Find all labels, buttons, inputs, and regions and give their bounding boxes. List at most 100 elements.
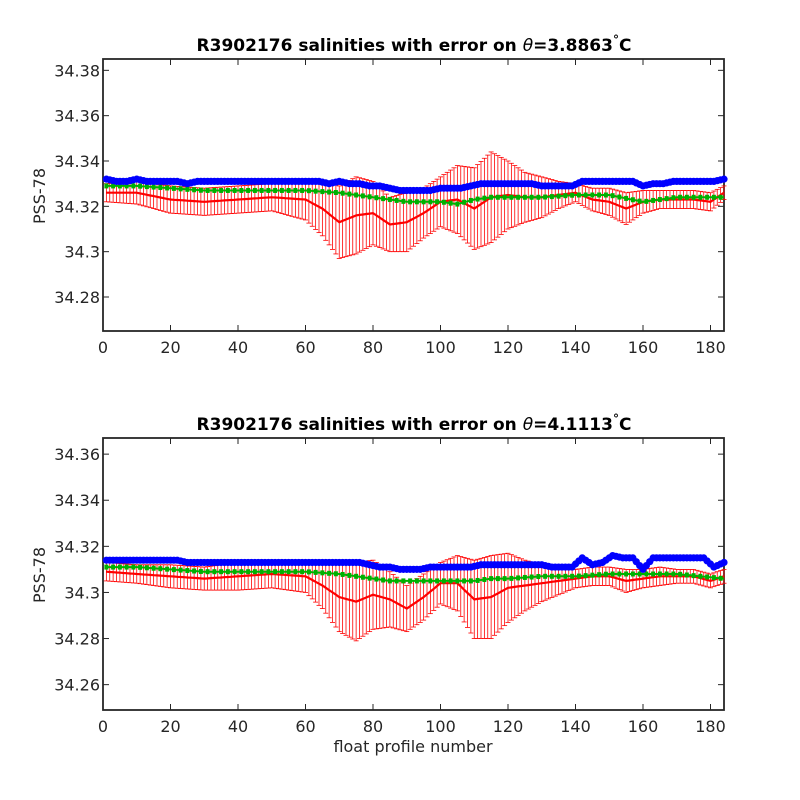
y-tick-label: 34.34 (54, 152, 100, 171)
y-tick-label: 34.38 (54, 61, 100, 80)
series-green-marker (246, 187, 251, 193)
x-tick-label: 120 (493, 338, 524, 357)
series-green-marker (138, 183, 143, 189)
series-green-marker (219, 569, 224, 575)
series-green-marker (104, 564, 109, 570)
series-green-marker (124, 183, 129, 189)
series-green-marker (664, 571, 669, 577)
series-green-marker (394, 197, 399, 203)
series-green-marker (320, 189, 325, 195)
y-tick-label: 34.3 (64, 583, 100, 602)
series-green-marker (556, 193, 561, 199)
x-tick-label: 100 (425, 717, 456, 736)
series-green (104, 564, 725, 584)
series-green-marker (340, 190, 345, 196)
series-green-marker (718, 194, 723, 200)
x-tick-label: 160 (628, 338, 659, 357)
series-green-marker (495, 576, 500, 582)
series-green-marker (698, 194, 703, 200)
series-green-marker (333, 190, 338, 196)
series-green-marker (617, 571, 622, 577)
series-green-marker (502, 194, 507, 200)
series-blue (102, 551, 728, 573)
series-green-marker (273, 187, 278, 193)
series-green-marker (367, 575, 372, 581)
series-green-marker (313, 188, 318, 194)
series-green-marker (401, 578, 406, 584)
series-green-marker (468, 578, 473, 584)
series-green-marker (462, 199, 467, 205)
series-green-marker (144, 184, 149, 190)
series-green-marker (610, 193, 615, 199)
series-green-marker (117, 564, 122, 570)
series-green-marker (165, 185, 170, 191)
series-green-marker (185, 186, 190, 192)
y-tick-label: 34.28 (54, 630, 100, 649)
series-green-marker (360, 193, 365, 199)
series-green-marker (590, 192, 595, 198)
series-green-marker (543, 573, 548, 579)
x-tick-label: 0 (98, 338, 108, 357)
series-green-marker (401, 198, 406, 204)
y-tick-label: 34.36 (54, 445, 100, 464)
series-green-marker (327, 570, 332, 576)
chart-title-bottom: R3902176 salinities with error on θ=4.11… (197, 412, 632, 435)
series-green-marker (522, 574, 527, 580)
series-green-marker (300, 187, 305, 193)
x-tick-label: 80 (363, 338, 383, 357)
series-green-marker (293, 569, 298, 575)
series-green-marker (239, 569, 244, 575)
series-green-marker (273, 569, 278, 575)
series-green-marker (644, 571, 649, 577)
series-green-marker (414, 578, 419, 584)
x-tick-label: 100 (425, 338, 456, 357)
series-green-marker (347, 191, 352, 197)
series-green-marker (144, 565, 149, 571)
chart-panel-bottom: R3902176 salinities with error on θ=4.11… (30, 412, 728, 736)
series-green-marker (597, 572, 602, 578)
series-green-marker (705, 194, 710, 200)
x-tick-label: 120 (493, 717, 524, 736)
series-green-marker (570, 573, 575, 579)
series-green-marker (367, 194, 372, 200)
series-green-marker (225, 569, 230, 575)
series-green-marker (428, 578, 433, 584)
series-green-marker (198, 187, 203, 193)
series-green-marker (306, 569, 311, 575)
series-green-marker (333, 571, 338, 577)
series-green-marker (340, 571, 345, 577)
x-tick-label: 80 (363, 717, 383, 736)
series-green-marker (252, 187, 257, 193)
series-green-marker (576, 573, 581, 579)
series-green-marker (549, 573, 554, 579)
series-green-marker (279, 187, 284, 193)
series-green-marker (320, 570, 325, 576)
series-green-marker (408, 199, 413, 205)
series-green-marker (549, 194, 554, 200)
series-blue-marker (720, 175, 728, 183)
x-tick-label: 40 (228, 338, 248, 357)
x-axis-label: float profile number (333, 737, 493, 756)
x-tick-label: 40 (228, 717, 248, 736)
series-green-marker (630, 571, 635, 577)
series-green-marker (684, 194, 689, 200)
series-green-marker (421, 578, 426, 584)
series-green-marker (455, 201, 460, 207)
series-green-marker (448, 200, 453, 206)
series-green-marker (475, 577, 480, 583)
series-green-marker (583, 573, 588, 579)
series-green-marker (651, 197, 656, 203)
series-green-marker (657, 197, 662, 203)
series-green-marker (603, 571, 608, 577)
series-green-marker (225, 187, 230, 193)
series-green-marker (232, 187, 237, 193)
series-green-marker (435, 578, 440, 584)
series-green-marker (516, 575, 521, 581)
series-green-marker (590, 572, 595, 578)
series-green-marker (205, 187, 210, 193)
series-green-marker (482, 195, 487, 201)
series-green-marker (421, 199, 426, 205)
series-green-marker (266, 187, 271, 193)
series-green-marker (489, 576, 494, 582)
